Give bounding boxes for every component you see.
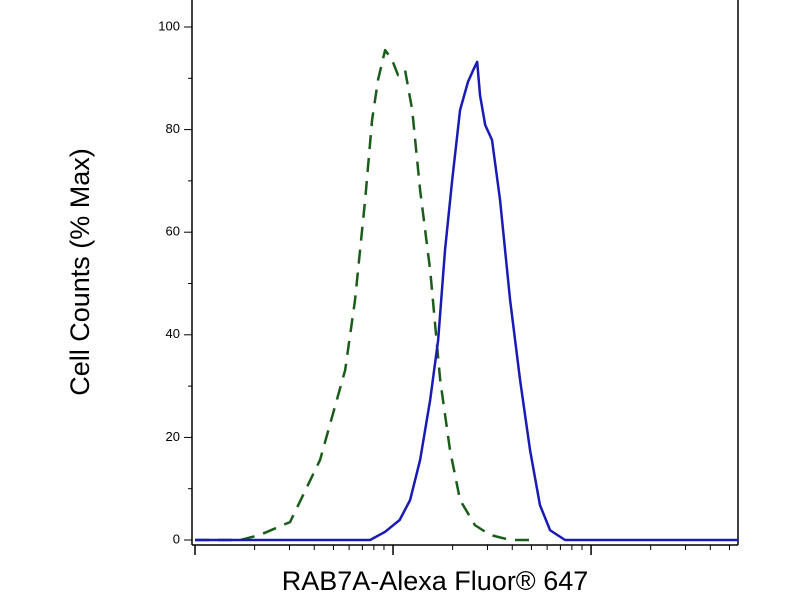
y-tick-label: 100 [158,18,180,33]
y-axis-label: Cell Counts (% Max) [65,148,95,396]
y-tick-label: 60 [166,224,180,239]
y-tick-label: 20 [166,429,180,444]
histogram-line [195,60,738,542]
histogram-line [195,48,531,542]
y-tick-label: 40 [166,326,180,341]
y-tick-label: 0 [173,531,180,546]
x-axis-label: RAB7A-Alexa Fluor® 647 [282,566,589,596]
y-tick-label: 80 [166,121,180,136]
